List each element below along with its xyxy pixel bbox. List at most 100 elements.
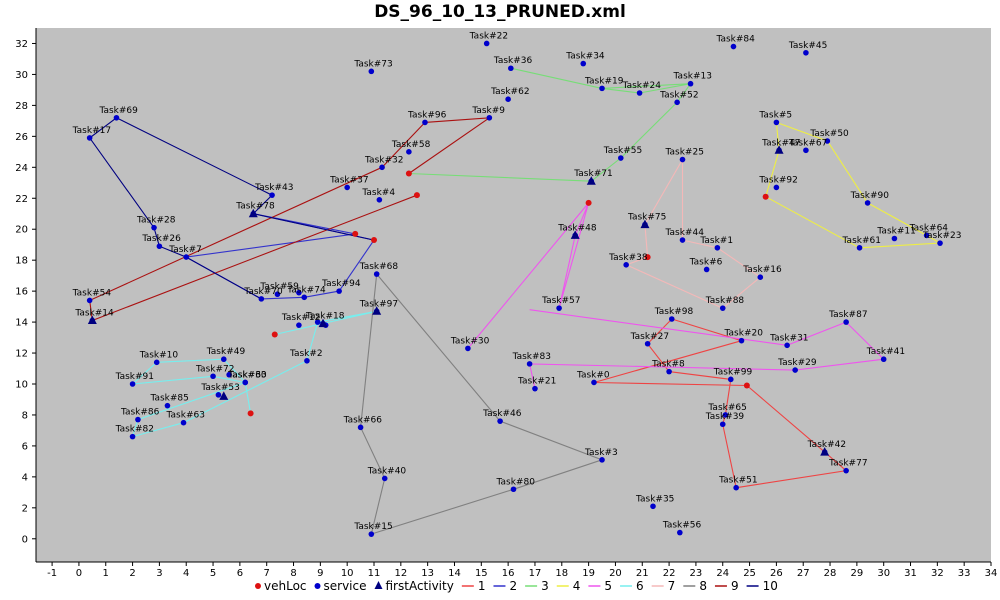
y-tick-label: 0 — [22, 534, 28, 545]
legend-swatch-service — [314, 583, 321, 589]
task-label: Task#35 — [635, 494, 674, 504]
first-activity-marker — [87, 315, 97, 325]
task-label: Task#51 — [718, 476, 757, 486]
task-label: Task#32 — [364, 155, 403, 165]
task-label: Task#87 — [828, 310, 867, 320]
legend-label: 10 — [763, 579, 778, 593]
first-activity-marker — [570, 230, 580, 239]
legend-label: 2 — [509, 579, 517, 593]
service-point — [803, 147, 809, 154]
first-activity-marker — [640, 219, 650, 229]
y-tick-label: 26 — [15, 132, 28, 143]
task-label: Task#7 — [168, 245, 202, 255]
service-point — [406, 149, 412, 155]
task-label: Task#43 — [254, 183, 293, 193]
x-tick-label: -1 — [47, 568, 57, 579]
legend-label: 5 — [604, 579, 612, 593]
first-activity-marker — [774, 145, 784, 154]
x-tick-label: 18 — [555, 568, 568, 579]
first-activity-marker — [248, 208, 258, 218]
task-label: Task#26 — [141, 234, 181, 244]
legend-label: 1 — [478, 579, 486, 593]
task-label: Task#94 — [321, 279, 361, 289]
service-point — [526, 361, 533, 367]
task-label: Task#58 — [391, 140, 431, 150]
task-label: Task#0 — [576, 370, 610, 380]
vehicle-location-marker — [743, 382, 750, 389]
service-point — [856, 244, 863, 251]
task-label: Task#14 — [74, 309, 114, 319]
service-point — [580, 60, 587, 67]
y-tick-label: 6 — [22, 441, 28, 452]
vehicle-location-marker — [644, 254, 651, 261]
service-point — [719, 305, 726, 311]
service-point — [210, 373, 216, 380]
x-tick-label: 4 — [183, 568, 189, 579]
task-label: Task#39 — [705, 412, 745, 422]
service-point — [296, 322, 302, 328]
task-label: Task#18 — [305, 312, 345, 322]
task-label: Task#90 — [850, 191, 890, 201]
task-label: Task#66 — [343, 415, 383, 425]
service-point — [486, 114, 493, 121]
service-point — [532, 385, 538, 392]
x-tick-label: 24 — [716, 568, 729, 579]
service-point — [373, 271, 380, 277]
service-point — [623, 262, 629, 268]
legend-label: 4 — [573, 579, 581, 593]
task-label: Task#9 — [471, 106, 505, 116]
x-tick-label: 13 — [421, 568, 434, 579]
task-label: Task#42 — [807, 440, 846, 450]
task-label: Task#57 — [541, 296, 580, 306]
service-point — [843, 319, 849, 325]
task-label: Task#41 — [866, 347, 905, 357]
service-point — [784, 342, 790, 349]
x-tick-label: 10 — [341, 568, 354, 579]
service-point — [164, 402, 171, 409]
service-point — [381, 475, 388, 482]
service-point — [336, 288, 342, 294]
x-tick-label: 19 — [582, 568, 595, 579]
task-label: Task#8 — [651, 360, 685, 370]
service-point — [891, 235, 898, 242]
service-point — [591, 379, 597, 386]
service-point — [483, 40, 490, 47]
task-label: Task#16 — [742, 265, 782, 275]
task-label: Task#47 — [761, 138, 800, 148]
task-label: Task#77 — [828, 459, 867, 469]
legend-label: 3 — [541, 579, 549, 593]
task-label: Task#68 — [359, 262, 399, 272]
task-label: Task#84 — [715, 35, 755, 45]
service-point — [773, 119, 780, 126]
task-label: Task#22 — [469, 31, 508, 41]
task-label: Task#71 — [573, 169, 612, 179]
x-tick-label: 34 — [985, 568, 998, 579]
service-point — [304, 357, 310, 364]
task-label: Task#83 — [512, 352, 551, 362]
service-point — [505, 96, 511, 102]
y-tick-label: 22 — [15, 194, 28, 205]
vehicle-location-marker — [247, 410, 254, 417]
service-point — [357, 424, 364, 431]
x-tick-label: 33 — [958, 568, 971, 579]
service-point — [722, 412, 729, 418]
service-point — [344, 184, 350, 191]
vehicle-location-marker — [405, 170, 412, 177]
service-point — [296, 289, 302, 296]
legend-label: vehLoc — [264, 579, 307, 593]
service-point — [679, 237, 686, 243]
y-tick-label: 8 — [22, 410, 28, 421]
vehicle-location-marker — [762, 193, 769, 200]
legend-layer: vehLoc service firstActivity 1 2 3 4 5 6 7 8 9 10 — [255, 579, 778, 593]
legend-swatch-first-activity — [374, 581, 383, 589]
service-point — [86, 135, 93, 141]
vehicle-location-marker — [371, 237, 378, 244]
task-label: Task#29 — [777, 358, 817, 368]
x-tick-label: 22 — [663, 568, 676, 579]
task-label: Task#24 — [622, 81, 662, 91]
service-point — [773, 184, 780, 191]
task-label: Task#64 — [909, 223, 949, 233]
y-tick-label: 2 — [22, 503, 28, 514]
task-label: Task#73 — [353, 59, 392, 69]
